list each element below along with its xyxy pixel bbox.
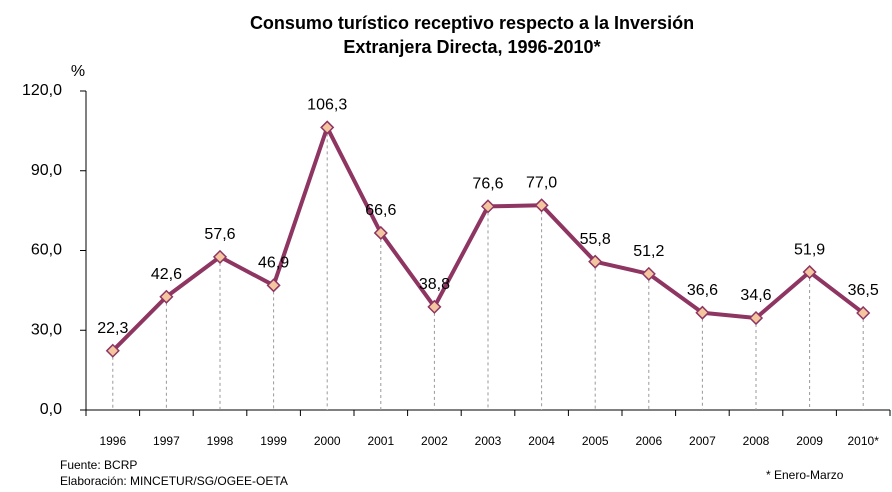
data-label: 42,6 <box>151 266 182 283</box>
chart-title: Extranjera Directa, 1996-2010* <box>343 37 600 57</box>
x-tick-label: 2001 <box>367 434 394 448</box>
marker <box>266 278 281 293</box>
y-tick-label: 90,0 <box>31 162 62 179</box>
marker <box>159 289 174 304</box>
x-tick-label: 2003 <box>475 434 502 448</box>
x-tick-label: 2006 <box>635 434 662 448</box>
note: Elaboración: MINCETUR/SG/OGEE-OETA <box>60 474 288 488</box>
marker <box>641 266 656 281</box>
data-label: 55,8 <box>580 231 611 248</box>
y-tick-label: 60,0 <box>31 242 62 259</box>
marker <box>802 264 817 280</box>
marker <box>588 254 603 269</box>
y-tick-label: 0,0 <box>40 401 62 418</box>
x-tick-label: 1997 <box>153 434 180 448</box>
data-label: 77,0 <box>526 175 557 192</box>
x-tick-label: 2005 <box>582 434 609 448</box>
x-tick-label: 1996 <box>99 434 126 448</box>
data-label: 38,8 <box>419 276 450 293</box>
marker <box>427 299 442 314</box>
y-axis-label: % <box>71 63 85 80</box>
data-label: 51,9 <box>794 241 825 258</box>
x-tick-label: 1998 <box>207 434 234 448</box>
x-tick-label: 2004 <box>528 434 555 448</box>
x-tick-label: 2008 <box>743 434 770 448</box>
data-label: 66,6 <box>365 202 396 219</box>
data-label: 57,6 <box>204 226 235 243</box>
data-label: 36,6 <box>687 282 718 299</box>
data-label: 36,5 <box>848 282 879 299</box>
data-label: 22,3 <box>97 320 128 337</box>
chart-title: Consumo turístico receptivo respecto a l… <box>250 13 694 33</box>
data-label: 76,6 <box>472 176 503 193</box>
y-tick-label: 30,0 <box>31 321 62 338</box>
data-label: 106,3 <box>307 97 347 114</box>
x-tick-label: 1999 <box>260 434 287 448</box>
marker <box>320 120 335 135</box>
data-label: 34,6 <box>740 287 771 304</box>
x-tick-label: 2010* <box>848 434 880 448</box>
footnote: * Enero-Marzo <box>766 468 844 482</box>
marker <box>695 305 710 320</box>
marker <box>480 199 496 214</box>
marker <box>373 225 388 241</box>
y-tick-label: 120,0 <box>22 82 62 99</box>
note: Fuente: BCRP <box>60 458 137 472</box>
marker <box>748 310 764 326</box>
marker <box>105 343 120 358</box>
marker <box>856 305 871 321</box>
x-tick-label: 2007 <box>689 434 716 448</box>
data-label: 51,2 <box>633 243 664 260</box>
marker <box>534 198 549 213</box>
data-label: 46,9 <box>258 255 289 272</box>
x-tick-label: 2002 <box>421 434 448 448</box>
x-tick-label: 2009 <box>796 434 823 448</box>
marker <box>212 249 228 264</box>
x-tick-label: 2000 <box>314 434 341 448</box>
